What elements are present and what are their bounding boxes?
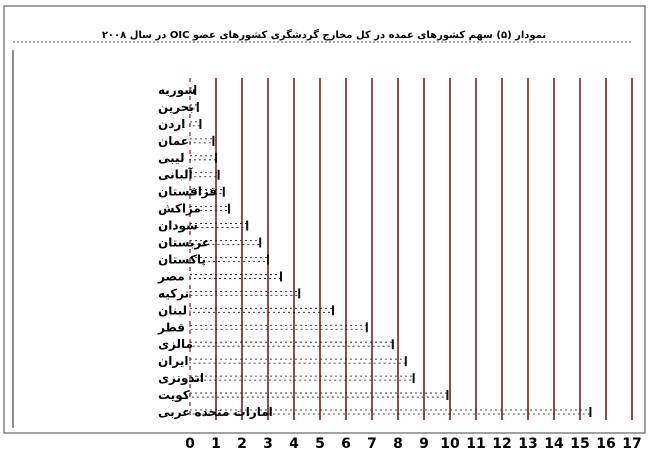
bar-19	[189, 409, 591, 415]
x-tick-label: 12	[492, 436, 511, 452]
x-tick-label: 6	[341, 436, 351, 452]
category-label: مصر	[157, 269, 185, 283]
x-tick-labels: 0 1 2 3 4 5 6 7 8 9 10 11 12 13 14 15 16 17	[185, 436, 642, 452]
bar-15	[189, 341, 394, 347]
category-label: اندونزی	[158, 371, 204, 386]
x-tick-label: 1	[211, 436, 221, 452]
bar-18	[189, 392, 448, 398]
x-tick-label: 10	[440, 436, 460, 452]
category-label: پاکستان	[158, 252, 206, 266]
category-label: امارات متحده عربی	[158, 405, 273, 419]
bar-0	[189, 87, 196, 93]
x-tick-label: 3	[263, 436, 273, 452]
bars	[189, 85, 592, 417]
x-tick-label: 7	[367, 436, 377, 452]
x-tick-label: 11	[466, 436, 485, 452]
bar-2	[189, 121, 201, 127]
category-label: لبنان	[158, 303, 187, 317]
category-label: مالزی	[158, 337, 193, 351]
category-label: قطر	[157, 320, 185, 334]
category-label: لیبی	[158, 151, 184, 165]
chart-border	[3, 5, 646, 434]
category-label: کویت	[158, 388, 190, 403]
category-label: سودان	[158, 219, 198, 234]
x-tick-label: 17	[622, 436, 641, 452]
category-label: عمان	[158, 134, 189, 148]
x-tick-label: 14	[544, 436, 564, 452]
x-tick-label: 16	[596, 436, 615, 452]
chart-title: نمودار (۵) سهم کشورهای عمده در کل مخارج …	[102, 28, 546, 41]
x-tick-label: 8	[393, 436, 403, 452]
category-labels: سوریه بحرین اردن عمان لیبی آلبانی قزاقستان مراک…	[157, 83, 273, 419]
x-tick-label: 5	[315, 436, 325, 452]
category-label: ترکیه	[158, 286, 189, 300]
category-label: بحرین	[158, 100, 194, 114]
category-label: قزاقستان	[158, 185, 217, 199]
x-tick-label: 15	[570, 436, 589, 452]
bar-1	[189, 104, 199, 110]
bar-8	[189, 223, 248, 228]
category-label: اردن	[158, 117, 185, 131]
category-label: آلبانی	[158, 167, 194, 182]
category-label: سوریه	[158, 83, 196, 98]
category-label: ایران	[158, 354, 188, 368]
x-tick-label: 13	[518, 436, 537, 452]
gridlines	[189, 78, 633, 420]
x-tick-label: 0	[185, 436, 195, 452]
category-label: مراکش	[158, 202, 201, 216]
bar-9	[189, 240, 261, 245]
x-tick-label: 4	[289, 436, 299, 452]
category-label: عربستان	[158, 236, 210, 250]
x-tick-label: 9	[419, 436, 429, 452]
x-tick-label: 2	[237, 436, 247, 452]
bar-11	[189, 274, 282, 279]
